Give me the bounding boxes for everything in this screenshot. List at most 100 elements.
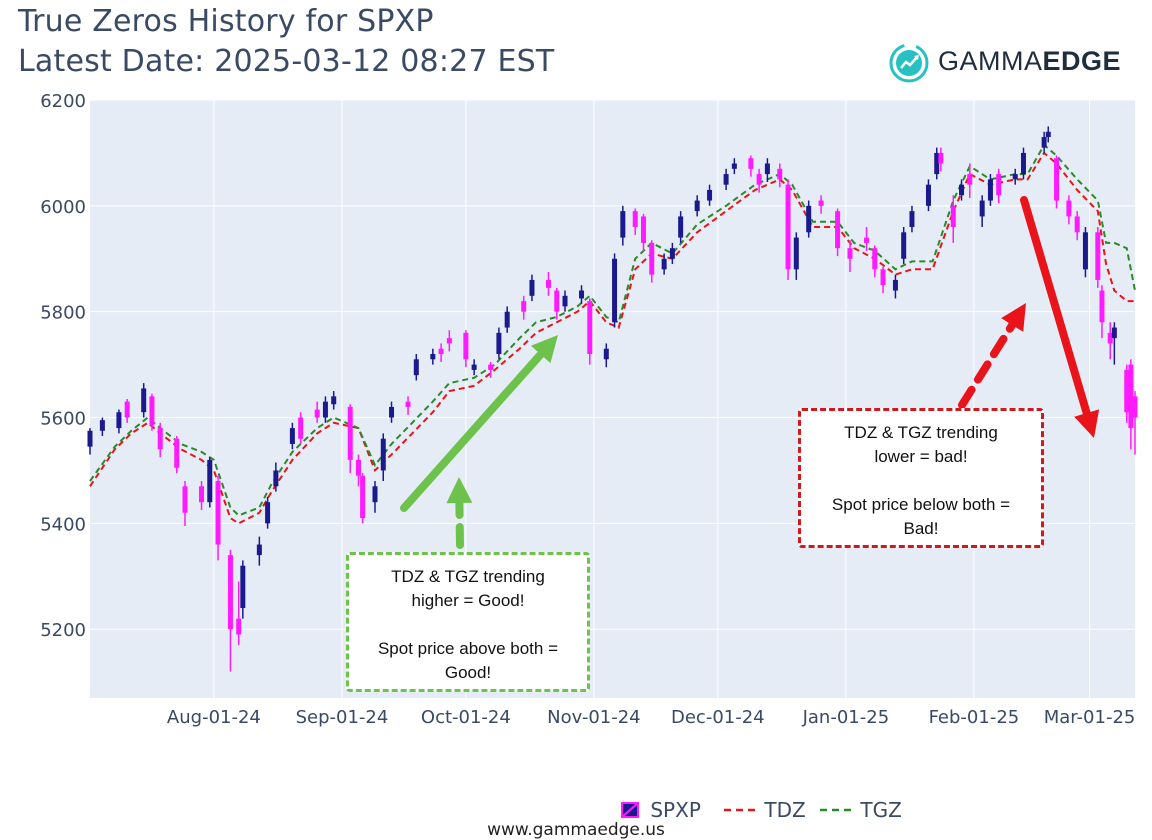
candle-body bbox=[227, 555, 233, 630]
candle-body bbox=[764, 163, 770, 175]
candle-body bbox=[707, 189, 713, 201]
candle-body bbox=[298, 417, 304, 439]
candle-body bbox=[872, 248, 878, 270]
x-tick-label: Feb-01-25 bbox=[929, 707, 1020, 728]
candle-body bbox=[389, 406, 395, 418]
candle-body bbox=[149, 396, 155, 426]
candle-body bbox=[87, 430, 93, 447]
legend-item-tgz[interactable]: TGZ bbox=[818, 798, 902, 826]
candle-body bbox=[380, 438, 386, 471]
candle-body bbox=[640, 216, 646, 243]
series-line-tdz bbox=[89, 151, 1135, 525]
candle-body bbox=[1082, 232, 1088, 270]
candle-body bbox=[587, 301, 593, 355]
candle-body bbox=[1095, 232, 1101, 280]
legend-candle-icon bbox=[621, 802, 639, 818]
candle-body bbox=[748, 158, 754, 169]
good-trend-arrow bbox=[400, 335, 558, 512]
candle-body bbox=[934, 152, 940, 175]
candle-body bbox=[331, 396, 337, 405]
candle-body bbox=[669, 248, 675, 259]
candle-body bbox=[756, 174, 762, 185]
candle-body bbox=[413, 359, 419, 376]
x-tick-label: Nov-01-24 bbox=[547, 707, 640, 728]
candle-body bbox=[438, 348, 444, 355]
candle-body bbox=[967, 174, 973, 185]
y-tick-label: 5200 bbox=[40, 620, 86, 641]
candle-body bbox=[430, 354, 436, 360]
candle-body bbox=[847, 248, 853, 259]
candle-body bbox=[562, 295, 568, 307]
candle-body bbox=[1132, 396, 1138, 418]
candle-body bbox=[818, 200, 824, 206]
y-tick-label: 6000 bbox=[40, 197, 86, 218]
candle-body bbox=[141, 388, 147, 413]
candle-body bbox=[521, 301, 527, 312]
annotation-bad-line2: lower = bad! bbox=[874, 447, 968, 466]
candle-body bbox=[289, 428, 295, 444]
gammaedge-logo: GAMMAEDGE bbox=[886, 40, 1136, 86]
candle-body bbox=[979, 200, 985, 217]
candle-body bbox=[649, 242, 655, 275]
legend-label-tgz: TGZ bbox=[860, 798, 902, 822]
logo-text: GAMMAEDGE bbox=[938, 46, 1121, 77]
candle-body bbox=[959, 184, 965, 196]
candle-body bbox=[793, 237, 799, 270]
candle-body bbox=[355, 459, 361, 476]
candle-body bbox=[880, 269, 886, 286]
candle-body bbox=[504, 311, 510, 328]
candle-body bbox=[322, 401, 328, 418]
plot-area bbox=[90, 100, 1135, 698]
candle-body bbox=[360, 475, 366, 519]
chart-subtitle: Latest Date: 2025-03-12 08:27 EST bbox=[18, 44, 555, 79]
candle-body bbox=[471, 364, 477, 370]
candle-body bbox=[620, 211, 626, 238]
candle-body bbox=[892, 279, 898, 291]
candle-body bbox=[938, 152, 944, 164]
candle-body bbox=[835, 211, 841, 249]
candle-body bbox=[806, 205, 812, 233]
candle-body bbox=[1045, 131, 1051, 138]
candle-body bbox=[694, 200, 700, 212]
candle-body bbox=[405, 401, 411, 407]
x-tick-label: Oct-01-24 bbox=[421, 707, 511, 728]
annotation-good-line1: TDZ & TGZ trending bbox=[391, 567, 545, 586]
candle-body bbox=[950, 205, 956, 228]
candle-body bbox=[207, 459, 213, 503]
candle-body bbox=[554, 290, 560, 312]
annotation-good-line4: Good! bbox=[444, 663, 492, 682]
legend-item-spxp[interactable]: SPXP bbox=[618, 798, 701, 826]
x-tick-label: Jan-01-25 bbox=[802, 707, 890, 728]
legend-line-tgz-icon bbox=[820, 808, 852, 812]
candle-body bbox=[99, 420, 105, 431]
candle-body bbox=[1054, 158, 1060, 201]
candle-body bbox=[785, 184, 791, 270]
candle-body bbox=[661, 258, 667, 270]
candle-body bbox=[446, 338, 452, 344]
candle-body bbox=[182, 486, 188, 513]
candle-body bbox=[463, 332, 469, 360]
annotation-bad-line4: Bad! bbox=[903, 519, 939, 538]
y-tick-label: 5400 bbox=[40, 514, 86, 535]
candle-body bbox=[240, 565, 246, 609]
legend-item-tdz[interactable]: TDZ bbox=[722, 798, 806, 826]
candle-body bbox=[777, 168, 783, 180]
candle-body bbox=[987, 179, 993, 201]
candle-body bbox=[124, 401, 130, 418]
candle-body bbox=[215, 481, 221, 545]
annotation-bad: TDZ & TGZ trending lower = bad! Spot pri… bbox=[798, 408, 1044, 548]
bad-pointer-arrow bbox=[958, 303, 1026, 409]
candle-body bbox=[116, 412, 122, 429]
candle-body bbox=[199, 486, 205, 503]
candle-body bbox=[1128, 364, 1134, 429]
candle-body bbox=[864, 237, 870, 243]
y-tick-label: 5800 bbox=[40, 303, 86, 324]
candle-body bbox=[678, 216, 684, 238]
y-tick-label: 6200 bbox=[40, 91, 86, 112]
candle-body bbox=[1041, 137, 1047, 148]
x-tick-label: Dec-01-24 bbox=[671, 707, 765, 728]
logo-text-regular: GAMMA bbox=[938, 46, 1043, 76]
candle-body bbox=[529, 279, 535, 296]
